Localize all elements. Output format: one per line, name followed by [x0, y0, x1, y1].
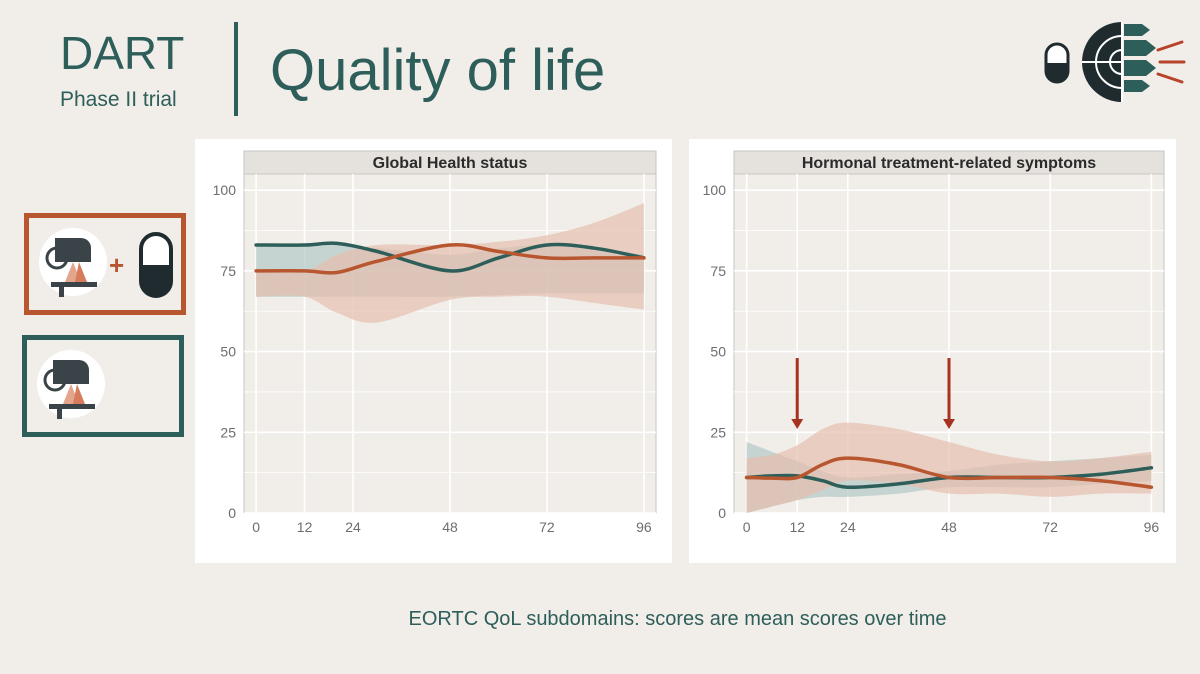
- chart-title: Hormonal treatment-related symptoms: [802, 155, 1096, 172]
- y-tick-label: 75: [710, 263, 726, 279]
- chart-panel-global-health: Global Health status 0 25 50 75 100 0 12 24 48 72 9…: [195, 139, 672, 563]
- y-tick-label: 100: [213, 182, 237, 198]
- caption: EORTC QoL subdomains: scores are mean sc…: [408, 608, 947, 630]
- y-tick-label: 50: [220, 344, 236, 360]
- y-tick-label: 75: [220, 263, 236, 279]
- annotation-arrow-head: [791, 419, 804, 430]
- x-tick-label: 24: [840, 519, 856, 535]
- x-tick-label: 0: [743, 519, 751, 535]
- series-line: [744, 456, 1154, 489]
- chart-hormonal-symptoms: Hormonal treatment-related symptoms 0 25 50…: [703, 150, 1165, 535]
- legend-combination-arm: +: [24, 213, 186, 315]
- x-tick-label: 48: [941, 519, 957, 535]
- chart-title: Global Health status: [373, 155, 528, 172]
- confidence-band: [256, 203, 644, 323]
- title-divider: [234, 22, 238, 116]
- chart-global-health: Global Health status 0 25 50 75 100 0 12 24 48 72 9…: [213, 150, 657, 535]
- spine-target-icon: [1040, 16, 1190, 108]
- y-tick-label: 100: [703, 182, 727, 198]
- radiotherapy-machine-icon: [37, 350, 105, 419]
- y-tick-label: 0: [718, 505, 726, 521]
- y-tick-label: 0: [228, 505, 236, 521]
- x-tick-label: 0: [252, 519, 260, 535]
- header-left: DART Phase II trial: [60, 28, 184, 112]
- x-tick-label: 24: [345, 519, 361, 535]
- confidence-band: [746, 422, 1152, 513]
- trial-name: DART: [60, 27, 185, 79]
- slide-title: Quality of life: [270, 38, 606, 103]
- x-tick-label: 48: [442, 519, 458, 535]
- legend-radiotherapy-arm: [22, 335, 184, 437]
- x-tick-label: 96: [1144, 519, 1160, 535]
- y-tick-label: 25: [220, 424, 236, 440]
- plus-sign: +: [109, 250, 124, 280]
- y-tick-label: 50: [710, 344, 726, 360]
- radiotherapy-machine-icon: [39, 228, 107, 297]
- series-line: [254, 242, 646, 275]
- chart-panel-hormonal-symptoms: Hormonal treatment-related symptoms 0 25 50…: [689, 139, 1176, 563]
- x-tick-label: 12: [789, 519, 805, 535]
- x-tick-label: 12: [297, 519, 313, 535]
- y-tick-label: 25: [710, 424, 726, 440]
- pill-icon: [139, 232, 173, 298]
- annotation-arrow-head: [943, 419, 955, 430]
- trial-phase: Phase II trial: [60, 88, 177, 111]
- x-tick-label: 96: [636, 519, 652, 535]
- x-tick-label: 72: [539, 519, 555, 535]
- series-line: [254, 241, 646, 273]
- x-tick-label: 72: [1042, 519, 1058, 535]
